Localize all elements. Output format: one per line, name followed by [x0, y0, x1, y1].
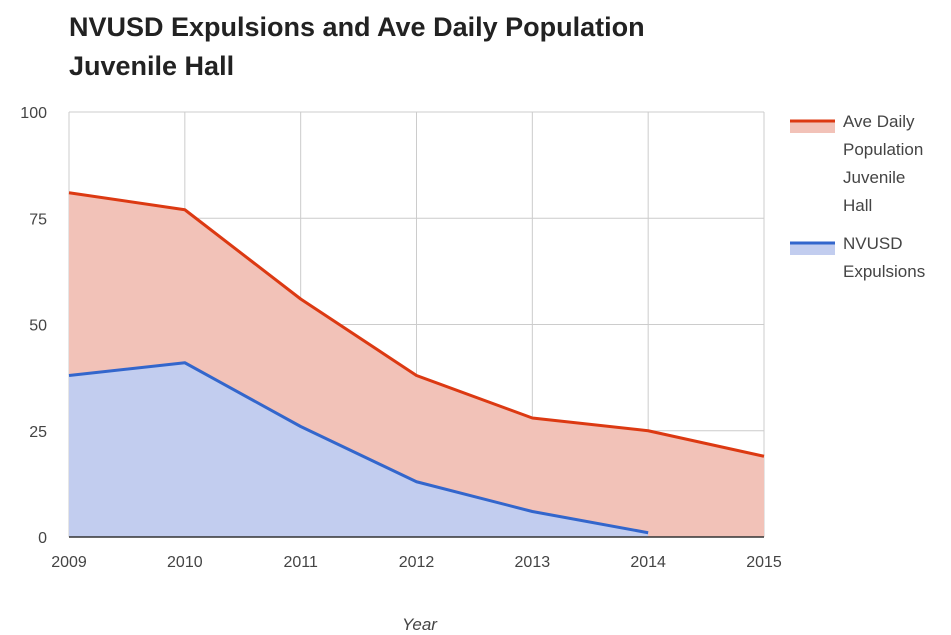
series-areas	[69, 192, 764, 537]
y-tick-label: 75	[29, 211, 47, 228]
legend-label-1: Population	[843, 140, 923, 159]
legend-label-2: Expulsions	[843, 262, 925, 281]
legend-label-1: Ave Daily	[843, 112, 915, 131]
legend-swatch-2	[790, 243, 835, 255]
chart-title: NVUSD Expulsions and Ave Daily Populatio…	[69, 8, 645, 86]
legend-swatch-1	[790, 121, 835, 133]
legend: Ave Daily Population Juvenile Hall NVUSD Expu…	[790, 112, 925, 281]
y-tick-label: 100	[20, 105, 47, 122]
series-line-2	[68, 361, 649, 535]
series-lines	[68, 191, 765, 535]
x-tick-label: 2009	[51, 554, 87, 571]
x-tick-label: 2012	[399, 554, 435, 571]
x-tick-label: 2010	[167, 554, 203, 571]
x-tick-label: 2014	[630, 554, 666, 571]
x-tick-labels: 2009 2010 2011 2012 2013 2014 2015	[51, 554, 782, 571]
x-tick-label: 2015	[746, 554, 782, 571]
y-tick-label: 50	[29, 318, 47, 335]
chart-title-line-1: NVUSD Expulsions and Ave Daily Populatio…	[69, 12, 645, 42]
legend-label-1: Hall	[843, 196, 872, 215]
y-tick-label: 25	[29, 424, 47, 441]
x-tick-label: 2011	[283, 554, 318, 571]
y-tick-labels: 0 25 50 75 100	[20, 105, 47, 547]
legend-label-1: Juvenile	[843, 168, 905, 187]
x-axis-label: Year	[402, 615, 438, 634]
y-tick-label: 0	[38, 530, 47, 547]
legend-label-2: NVUSD	[843, 234, 903, 253]
series-line-1	[68, 191, 765, 458]
x-tick-label: 2013	[515, 554, 551, 571]
series-area-2	[69, 362, 649, 537]
chart-title-line-2: Juvenile Hall	[69, 51, 235, 81]
